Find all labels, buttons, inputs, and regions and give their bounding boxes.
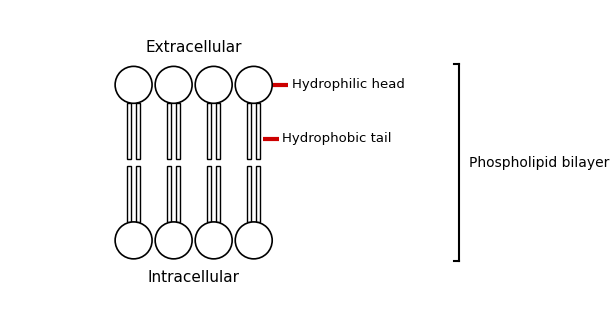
- Bar: [176, 166, 180, 222]
- Circle shape: [195, 66, 232, 103]
- Text: Phospholipid bilayer: Phospholipid bilayer: [468, 156, 609, 170]
- Bar: [167, 166, 171, 222]
- Circle shape: [115, 66, 152, 103]
- Bar: [256, 166, 261, 222]
- Bar: [136, 103, 140, 159]
- Bar: [176, 103, 180, 159]
- Bar: [256, 103, 261, 159]
- Bar: [216, 103, 220, 159]
- Bar: [207, 166, 211, 222]
- Circle shape: [235, 222, 272, 259]
- Bar: [136, 166, 140, 222]
- Circle shape: [115, 222, 152, 259]
- Bar: [167, 103, 171, 159]
- Bar: [127, 166, 131, 222]
- Circle shape: [155, 66, 192, 103]
- Bar: [247, 166, 251, 222]
- Text: Hydrophilic head: Hydrophilic head: [292, 78, 405, 91]
- Circle shape: [235, 66, 272, 103]
- Bar: [247, 103, 251, 159]
- Text: Hydrophobic tail: Hydrophobic tail: [283, 132, 392, 145]
- Bar: [216, 166, 220, 222]
- Bar: [207, 103, 211, 159]
- Bar: [127, 103, 131, 159]
- Circle shape: [195, 222, 232, 259]
- Circle shape: [155, 222, 192, 259]
- Text: Intracellular: Intracellular: [148, 270, 240, 285]
- Text: Extracellular: Extracellular: [145, 40, 242, 55]
